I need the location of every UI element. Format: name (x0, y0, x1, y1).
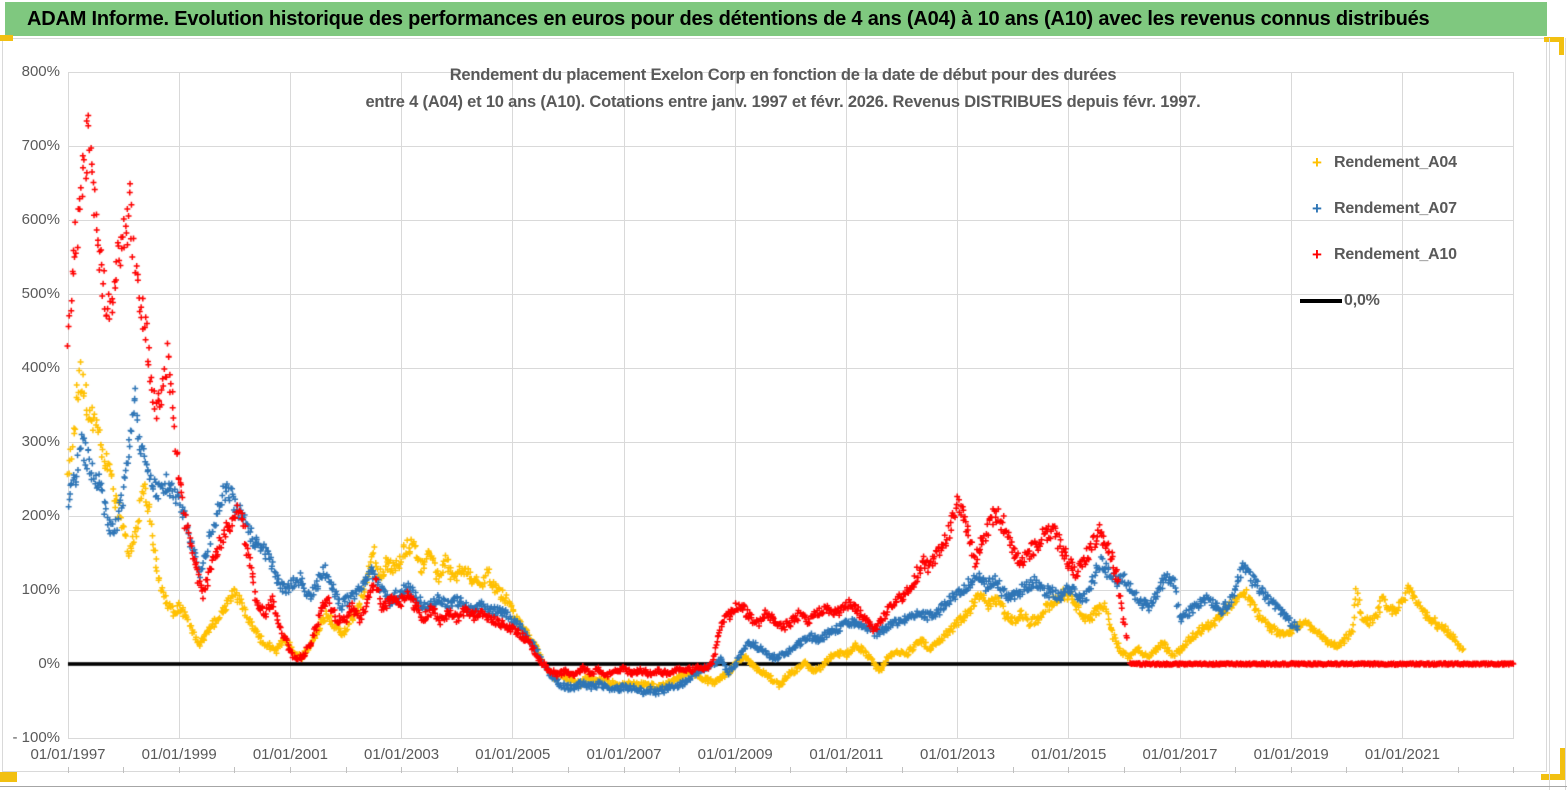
y-tick-label: 0% (38, 655, 60, 672)
y-tick-label: 200% (21, 507, 60, 524)
x-tick-label: 01/01/1999 (141, 746, 217, 763)
y-tick-label: 100% (21, 581, 60, 598)
legend-label: Rendement_A07 (1334, 200, 1457, 217)
legend-item-rendement-a10[interactable]: + Rendement_A10 (1300, 232, 1510, 278)
y-tick-label: 300% (21, 433, 60, 450)
y-tick-label: 500% (21, 285, 60, 302)
x-tick-label: 01/01/2021 (1364, 746, 1440, 763)
legend-item-rendement-a07[interactable]: + Rendement_A07 (1300, 186, 1510, 232)
selection-handle-top-right[interactable] (1544, 37, 1564, 55)
x-tick-label: 01/01/2015 (1031, 746, 1107, 763)
x-tick-label: 01/01/2001 (252, 746, 328, 763)
selection-handle-top-left[interactable] (0, 35, 13, 41)
x-tick-label: 01/01/1997 (30, 746, 106, 763)
y-tick-label: 600% (21, 211, 60, 228)
x-tick-label: 01/01/2003 (364, 746, 440, 763)
legend-zero-line-swatch (1300, 299, 1342, 303)
legend-item-rendement-a04[interactable]: + Rendement_A04 (1300, 140, 1510, 186)
column-gridline (1549, 38, 1550, 790)
legend-label: Rendement_A10 (1334, 246, 1457, 263)
x-tick-label: 01/01/2005 (475, 746, 551, 763)
legend-plus-marker-icon: + (1312, 245, 1322, 264)
x-tick-label: 01/01/2019 (1253, 746, 1329, 763)
y-tick-label: 700% (21, 137, 60, 154)
legend-label: Rendement_A04 (1334, 154, 1457, 171)
x-tick-label: 01/01/2009 (697, 746, 773, 763)
legend-label: 0,0% (1344, 292, 1380, 309)
x-tick-label: 01/01/2011 (809, 746, 884, 763)
x-tick-label: 01/01/2017 (1142, 746, 1218, 763)
x-tick-label: 01/01/2007 (586, 746, 662, 763)
x-tick-label: 01/01/2013 (920, 746, 996, 763)
y-tick-label: 800% (21, 63, 60, 80)
legend-item-0-0-[interactable]: 0,0% (1300, 278, 1510, 324)
y-tick-label: 400% (21, 359, 60, 376)
legend-plus-marker-icon: + (1312, 153, 1322, 172)
column-gridline-2 (1565, 38, 1566, 790)
legend: + Rendement_A04 + Rendement_A07 + Rendement_A… (1300, 140, 1510, 324)
y-tick-label: - 100% (12, 729, 60, 746)
legend-plus-marker-icon: + (1312, 199, 1322, 218)
window-bottom-edge (0, 786, 1567, 787)
selection-handle-bottom-right[interactable] (1541, 748, 1566, 780)
selection-handle-bottom-left[interactable] (0, 772, 17, 782)
